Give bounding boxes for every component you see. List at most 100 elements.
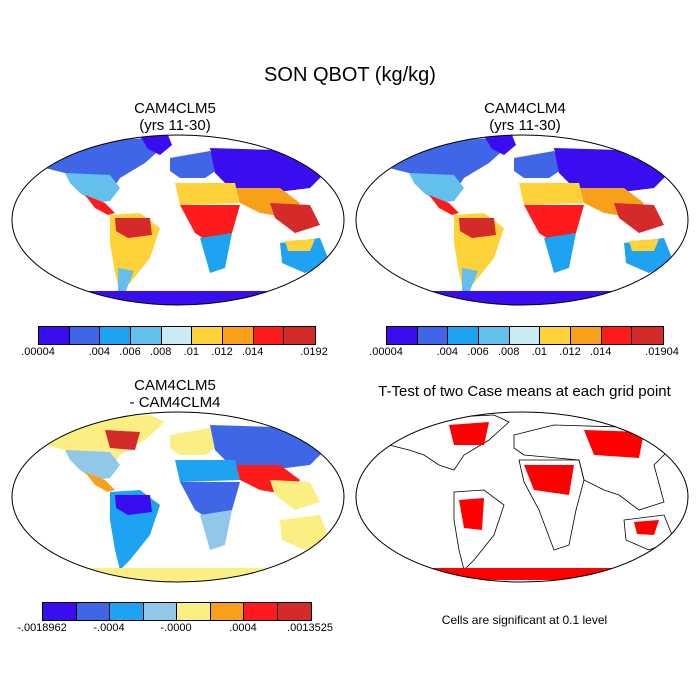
colorbar-0-swatch-7 [253, 327, 285, 344]
colorbar-1-label-5: .012 [559, 346, 581, 358]
panel2-title-line1: CAM4CLM4 [484, 100, 566, 117]
usa [65, 450, 120, 480]
europe [170, 428, 220, 455]
sig-canada [449, 422, 489, 445]
colorbar-1-label-0: .00004 [369, 346, 403, 358]
se-asia [270, 480, 320, 510]
africa-south [200, 233, 232, 273]
sig-australia [634, 520, 659, 535]
australia [280, 515, 330, 550]
amazon [115, 495, 152, 515]
amazon [115, 218, 152, 238]
south-america-outline [453, 489, 505, 571]
colorbar-2-label-2: -.0000 [160, 622, 192, 634]
colorbar-0-label-7: .0192 [300, 346, 328, 358]
europe [514, 151, 564, 178]
colorbar-2-swatch-3 [143, 603, 177, 620]
colorbar-cam4clm4 [386, 326, 664, 345]
colorbar-0-label-3: .008 [149, 346, 172, 358]
panel1-title-line2: (yrs 11-30) [139, 117, 211, 134]
map-cam4clm5 [11, 134, 345, 306]
colorbar-1-label-6: .014 [589, 346, 612, 358]
colorbar-2-label-3: .0004 [229, 622, 257, 634]
central-america [429, 195, 459, 215]
colorbar-1-label-7: .01904 [645, 346, 679, 358]
colorbar-2-swatch-5 [210, 603, 244, 620]
colorbar-cam4clm5-labels: .00004 .004 .006 .008 .01 .012 .014 .0192 [21, 346, 328, 360]
africa-central [180, 205, 240, 243]
colorbar-0-label-0: .00004 [21, 346, 55, 358]
colorbar-cam4clm5 [38, 326, 316, 345]
africa-south [200, 510, 232, 550]
canada-east [105, 430, 140, 450]
colorbar-0-swatch-6 [222, 327, 254, 344]
colorbar-1-swatch-0 [387, 327, 418, 344]
colorbar-2-label-4: .0013525 [287, 622, 333, 634]
colorbar-0-label-6: .014 [241, 346, 264, 358]
sig-africa [524, 465, 574, 495]
se-asia [614, 203, 664, 233]
colorbar-1-swatch-6 [570, 327, 602, 344]
colorbar-2-swatch-6 [244, 603, 278, 620]
significance-note: Cells are significant at 0.1 level [441, 613, 608, 627]
africa-south [544, 233, 576, 273]
colorbar-2-swatch-0 [43, 603, 77, 620]
panel4-title-line1: T-Test of two Case means at each grid po… [378, 383, 671, 400]
colorbar-2-swatch-7 [277, 603, 311, 620]
colorbar-1-swatch-5 [540, 327, 571, 344]
colorbar-0-label-2: .006 [119, 346, 141, 358]
usa [409, 173, 464, 203]
usa [65, 173, 120, 203]
colorbar-1-swatch-1 [417, 327, 449, 344]
patagonia [118, 268, 134, 293]
colorbar-1-swatch-3 [478, 327, 510, 344]
map-difference [11, 411, 345, 583]
colorbar-cam4clm4-labels: .00004 .004 .006 .008 .01 .012 .014 .01904 [369, 346, 679, 360]
colorbar-0-label-4: .01 [183, 346, 199, 358]
panel1-title: CAM4CLM5 (yrs 11-30) [80, 100, 270, 134]
colorbar-2-label-0: -.0018962 [17, 622, 67, 634]
panel3-title-line2: - CAM4CLM4 [129, 394, 221, 411]
colorbar-1-swatch-8 [632, 327, 663, 344]
colorbar-1-label-3: .008 [497, 346, 520, 358]
colorbar-0-label-1: .004 [88, 346, 111, 358]
se-asia [270, 203, 320, 233]
colorbar-0-swatch-1 [69, 327, 101, 344]
africa-central [180, 482, 240, 520]
colorbar-2-swatch-4 [177, 603, 211, 620]
australia-north [629, 239, 659, 251]
figure-title: SON QBOT (kg/kg) [264, 64, 436, 86]
panel3-title: CAM4CLM5 - CAM4CLM4 [80, 377, 270, 411]
north-america-outline [378, 414, 510, 471]
greenland [484, 135, 516, 155]
central-america [85, 472, 115, 492]
greenland [140, 135, 172, 155]
map-cam4clm4 [355, 134, 689, 306]
sig-antarctica [424, 568, 624, 580]
colorbar-0-swatch-0 [39, 327, 70, 344]
colorbar-0-swatch-4 [161, 327, 193, 344]
panel1-title-line1: CAM4CLM5 [134, 100, 216, 117]
central-america [85, 195, 115, 215]
patagonia [462, 268, 478, 293]
europe [170, 151, 220, 178]
colorbar-1-swatch-7 [601, 327, 633, 344]
colorbar-difference-labels: -.0018962 -.0004 -.0000 .0004 .0013525 [17, 622, 333, 636]
africa-north [175, 183, 240, 205]
map-ttest [355, 411, 689, 583]
australia-north [285, 239, 315, 251]
colorbar-0-label-5: .012 [211, 346, 233, 358]
africa-outline [518, 459, 585, 551]
colorbar-difference [42, 602, 312, 621]
africa-north [175, 460, 240, 482]
panel2-title-line2: (yrs 11-30) [489, 117, 561, 134]
colorbar-1-swatch-2 [448, 327, 479, 344]
colorbar-1-label-1: .004 [436, 346, 459, 358]
colorbar-0-swatch-8 [284, 327, 315, 344]
colorbar-1-label-4: .01 [531, 346, 547, 358]
africa-central [524, 205, 584, 243]
colorbar-1-label-2: .006 [467, 346, 489, 358]
colorbar-1-swatch-4 [509, 327, 541, 344]
colorbar-0-swatch-5 [192, 327, 223, 344]
panel4-title: T-Test of two Case means at each grid po… [352, 383, 697, 400]
